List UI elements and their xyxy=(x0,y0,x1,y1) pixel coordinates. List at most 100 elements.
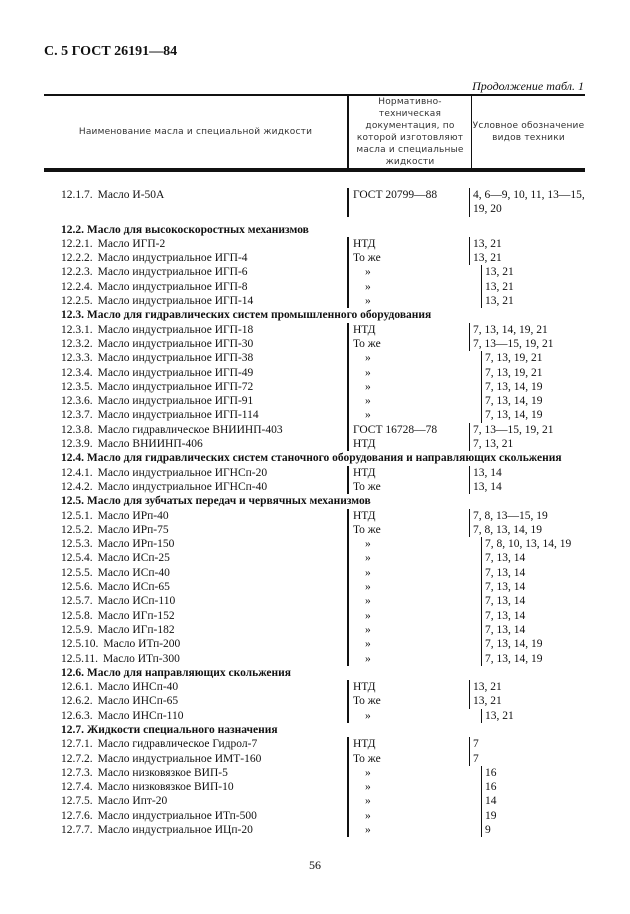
table-row: 12.2.4. Масло индустриальное ИГП-8 » 13, 21 xyxy=(44,279,585,295)
item-number: 12.6.3. xyxy=(61,709,93,722)
cell-name: 12.5.3. Масло ИРп-150 xyxy=(44,537,347,551)
cell-documentation: » xyxy=(347,394,481,409)
cell-codes: 7, 8, 13, 14, 19 xyxy=(469,522,585,538)
item-name: Масло индустриальное ИГП-91 xyxy=(97,395,254,408)
cell-codes: 9 xyxy=(481,823,585,838)
cell-documentation: » xyxy=(347,565,481,581)
item-name: Масло Ипт-20 xyxy=(97,795,168,808)
cell-name: 12.3.3. Масло индустриальное ИГП-38 xyxy=(44,351,347,365)
cell-name: 12.7.1. Масло гидравлическое Гидрол-7 xyxy=(44,737,347,751)
cell-name: 12.7.3. Масло низковязкое ВИП-5 xyxy=(44,766,347,780)
table-row: 12.5.10. Масло ИТп-200 » 7, 13, 14, 19 xyxy=(44,637,585,652)
table-row: 12.5.4. Масло ИСп-25 » 7, 13, 14 xyxy=(44,551,585,566)
item-name: Масло ИГп-182 xyxy=(97,623,175,636)
cell-name: 12.7.7. Масло индустриальное ИЦп-20 xyxy=(44,823,347,837)
cell-codes: 13, 21 xyxy=(469,236,585,252)
cell-codes: 7, 13, 14 xyxy=(481,580,585,595)
item-name: Масло индустриальное ИГП-72 xyxy=(97,380,254,393)
cell-codes: 7 xyxy=(469,737,585,752)
item-name: Масло ИСп-25 xyxy=(97,552,170,565)
cell-codes: 19 xyxy=(481,808,585,824)
cell-codes: 7, 13, 14, 19 xyxy=(481,651,585,666)
cell-codes: 7, 13, 14 xyxy=(481,594,585,609)
cell-codes: 16 xyxy=(481,780,585,795)
item-name: Масло индустриальное ИГП-14 xyxy=(97,295,254,308)
item-number: 12.5.2. xyxy=(61,523,93,536)
table-row: 12.7.3. Масло низковязкое ВИП-5 » 16 xyxy=(44,765,585,781)
item-number: 12.5.4. xyxy=(61,552,93,565)
item-number: 12.7.5. xyxy=(61,795,93,808)
item-name: Масло ИГП-2 xyxy=(97,237,166,250)
item-name: Масло гидравлическое Гидрол-7 xyxy=(97,738,258,751)
cell-name: 12.7.6. Масло индустриальное ИТп-500 xyxy=(44,809,347,823)
table-row: 12.5.9. Масло ИГп-182 » 7, 13, 14 xyxy=(44,622,585,638)
table-row: 12.7.5. Масло Ипт-20 » 14 xyxy=(44,794,585,809)
item-name: Масло ИГп-152 xyxy=(97,609,175,622)
item-name: Масло ИРп-150 xyxy=(97,538,175,551)
cell-name: 12.5.6. Масло ИСп-65 xyxy=(44,580,347,594)
cell-name: 12.7.2. Масло индустриальное ИМТ-160 xyxy=(44,752,347,766)
item-number: 12.3.3. xyxy=(61,352,93,365)
cell-codes: 13, 21 xyxy=(481,294,585,309)
item-name: Масло индустриальное ИЦп-20 xyxy=(97,824,253,837)
item-number: 12.3.5. xyxy=(61,380,93,393)
cell-documentation: » xyxy=(347,651,481,666)
item-number: 12.7.2. xyxy=(61,752,93,765)
item-name: Масло ИНСп-110 xyxy=(97,709,184,722)
cell-documentation: НТД xyxy=(347,437,469,452)
item-name: Масло ИРп-40 xyxy=(97,509,169,522)
cell-codes: 7, 13, 21 xyxy=(469,437,585,452)
table-row: 12.7.6. Масло индустриальное ИТп-500 » 19 xyxy=(44,808,585,824)
cell-name: 12.5.5. Масло ИСп-40 xyxy=(44,566,347,580)
cell-name: 12.3.9. Масло ВНИИНП-406 xyxy=(44,437,347,451)
cell-documentation: НТД xyxy=(347,465,469,480)
item-name: Масло индустриальное ИГП-49 xyxy=(97,366,254,379)
cell-documentation: НТД xyxy=(347,508,469,523)
cell-documentation: То же xyxy=(347,479,469,495)
table-row: 12.5.11. Масло ИТп-300 » 7, 13, 14, 19 xyxy=(44,651,585,666)
cell-codes: 7, 13, 14, 19 xyxy=(481,379,585,395)
cell-name: 12.5.2. Масло ИРп-75 xyxy=(44,523,347,537)
section-heading: 12.4. Масло для гидравлических систем ст… xyxy=(61,452,562,465)
item-number: 12.4.2. xyxy=(61,480,93,493)
cell-codes: 7, 13, 14 xyxy=(481,565,585,581)
page-header: С. 5 ГОСТ 26191—84 xyxy=(44,44,178,59)
cell-documentation: » xyxy=(347,279,481,295)
cell-name: 12.6.3. Масло ИНСп-110 xyxy=(44,709,347,723)
table-row: 12.3.9. Масло ВНИИНП-406 НТД 7, 13, 21 xyxy=(44,437,585,452)
item-name: Масло низковязкое ВИП-10 xyxy=(97,781,234,794)
item-name: Масло индустриальное ИГП-38 xyxy=(97,352,254,365)
item-number: 12.7.6. xyxy=(61,809,93,822)
table-row: 12.6.2. Масло ИНСп-65 То же 13, 21 xyxy=(44,694,585,709)
item-number: 12.2.1. xyxy=(61,237,93,250)
item-number: 12.7.3. xyxy=(61,766,93,779)
cell-documentation: » xyxy=(347,594,481,609)
item-number: 12.2.4. xyxy=(61,280,93,293)
section-heading: 12.2. Масло для высокоскоростных механиз… xyxy=(61,223,309,236)
cell-name: 12.5.10. Масло ИТп-200 xyxy=(44,637,347,651)
table-header: Наименование масла и специальной жидкост… xyxy=(44,96,585,168)
cell-codes: 7, 8, 10, 13, 14, 19 xyxy=(481,537,585,552)
item-number: 12.3.7. xyxy=(61,409,93,422)
table-row: 12.5.8. Масло ИГп-152 » 7, 13, 14 xyxy=(44,608,585,623)
cell-name: 12.6.1. Масло ИНСп-40 xyxy=(44,680,347,694)
item-number: 12.3.2. xyxy=(61,337,93,350)
cell-name: 12.3.1. Масло индустриальное ИГП-18 xyxy=(44,323,347,337)
table-row: 12.5.2. Масло ИРп-75 То же 7, 8, 13, 14, 19 xyxy=(44,522,585,538)
cell-documentation: » xyxy=(347,351,481,366)
cell-documentation: » xyxy=(347,808,481,824)
table-row: 12.6.3. Масло ИНСп-110 » 13, 21 xyxy=(44,708,585,723)
cell-codes: 7, 13, 14 xyxy=(481,551,585,566)
cell-documentation: » xyxy=(347,294,481,309)
cell-name: 12.2.5. Масло индустриальное ИГП-14 xyxy=(44,294,347,308)
item-name: Масло ИНСп-40 xyxy=(97,681,179,694)
section-heading: 12.6. Масло для направляющих скольжения xyxy=(61,666,291,679)
item-name: Масло индустриальное ИГП-6 xyxy=(97,266,248,279)
item-name: Масло индустриальное ИМТ-160 xyxy=(97,752,262,765)
table-row: 12.3.4. Масло индустриальное ИГП-49 » 7, 13… xyxy=(44,365,585,380)
cell-name: 12.5.7. Масло ИСп-110 xyxy=(44,594,347,608)
cell-name: 12.5.9. Масло ИГп-182 xyxy=(44,623,347,637)
cell-name: 12.3.5. Масло индустриальное ИГП-72 xyxy=(44,380,347,394)
item-number: 12.5.10. xyxy=(61,638,99,651)
item-number: 12.1.7. xyxy=(61,189,93,201)
